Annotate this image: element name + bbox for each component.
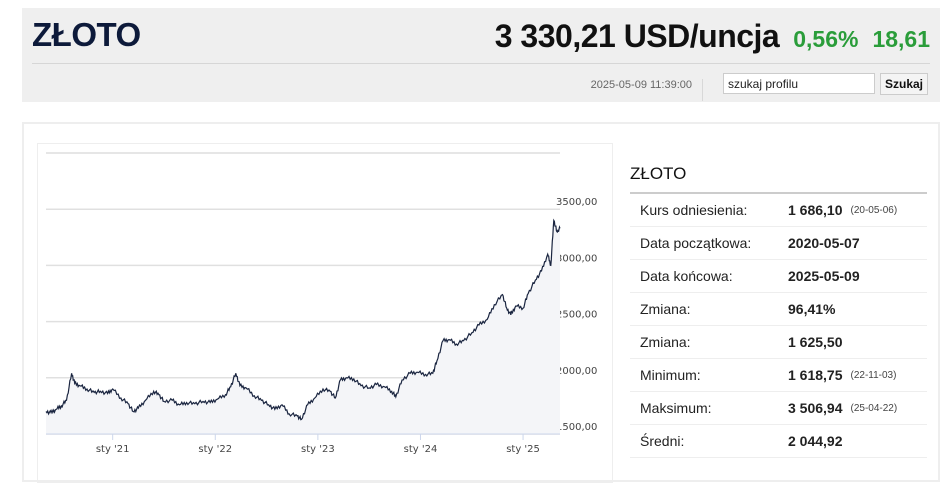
stat-value: 3 506,94: [788, 400, 843, 416]
y-tick-label: 3500,00: [556, 197, 597, 208]
stat-label: Zmiana:: [640, 334, 691, 350]
y-tick-label: 1500,00: [556, 422, 597, 433]
stats-row: Średni: 2 044,92: [630, 425, 927, 458]
stat-label: Średni:: [640, 433, 685, 449]
stat-label: Minimum:: [640, 367, 701, 383]
stat-value: 2 044,92: [788, 433, 843, 449]
stat-label: Data początkowa:: [640, 235, 752, 251]
divider: [32, 63, 930, 64]
stat-value: 1 625,50: [788, 334, 843, 350]
search-profile-input[interactable]: [723, 73, 875, 94]
y-tick-label: 3000,00: [556, 253, 597, 264]
stat-value: 2025-05-09: [788, 268, 860, 284]
x-tick-label: sty '21: [96, 444, 130, 455]
x-tick-label: sty '23: [301, 444, 335, 455]
stat-label: Kurs odniesienia:: [640, 202, 748, 218]
stats-row: Data końcowa: 2025-05-09: [630, 260, 927, 293]
x-tick-label: sty '22: [198, 444, 232, 455]
search-button[interactable]: Szukaj: [880, 73, 928, 95]
stat-date: (20-05-06): [850, 204, 898, 216]
stat-value: 2020-05-07: [788, 235, 860, 251]
stats-title: ZŁOTO: [630, 160, 927, 194]
stats-row: Zmiana: 96,41%: [630, 293, 927, 326]
change-percent: 0,56%: [793, 26, 859, 52]
stat-value: 1 686,10: [788, 202, 843, 218]
page-title: ZŁOTO: [32, 16, 141, 53]
timestamp: 2025-05-09 11:39:00: [591, 79, 703, 101]
chart-svg: 1500,00 2000,00 2500,00 3000,00 3500,00 sty '…: [45, 152, 597, 455]
area-fill: [46, 220, 560, 434]
y-tick-label: 2000,00: [556, 366, 597, 377]
stats-row: Minimum: 1 618,75 (22-11-03): [630, 359, 927, 392]
stat-label: Data końcowa:: [640, 268, 733, 284]
header-bar: ZŁOTO 3 330,21 USD/uncja 0,56% 18,61 202…: [22, 8, 940, 102]
current-price: 3 330,21 USD/uncja: [494, 18, 780, 54]
price-chart: 1500,00 2000,00 2500,00 3000,00 3500,00 sty '…: [37, 143, 613, 483]
change-absolute: 18,61: [872, 26, 930, 52]
stats-panel: ZŁOTO Kurs odniesienia: 1 686,10 (20-05-06…: [630, 160, 927, 458]
stats-row: Kurs odniesienia: 1 686,10 (20-05-06): [630, 194, 927, 227]
stat-label: Maksimum:: [640, 400, 712, 416]
y-tick-label: 2500,00: [556, 310, 597, 321]
stat-value: 1 618,75: [788, 367, 843, 383]
stats-row: Zmiana: 1 625,50: [630, 326, 927, 359]
x-tick-label: sty '24: [404, 444, 438, 455]
stats-row: Maksimum: 3 506,94 (25-04-22): [630, 392, 927, 425]
stat-label: Zmiana:: [640, 301, 691, 317]
stats-row: Data początkowa: 2020-05-07: [630, 227, 927, 260]
stat-date: (25-04-22): [850, 402, 898, 414]
stat-date: (22-11-03): [850, 369, 897, 381]
stat-value: 96,41%: [788, 301, 836, 317]
price-block: 3 330,21 USD/uncja 0,56% 18,61: [495, 18, 930, 55]
x-tick-label: sty '25: [506, 444, 540, 455]
price-line: [45, 218, 561, 421]
